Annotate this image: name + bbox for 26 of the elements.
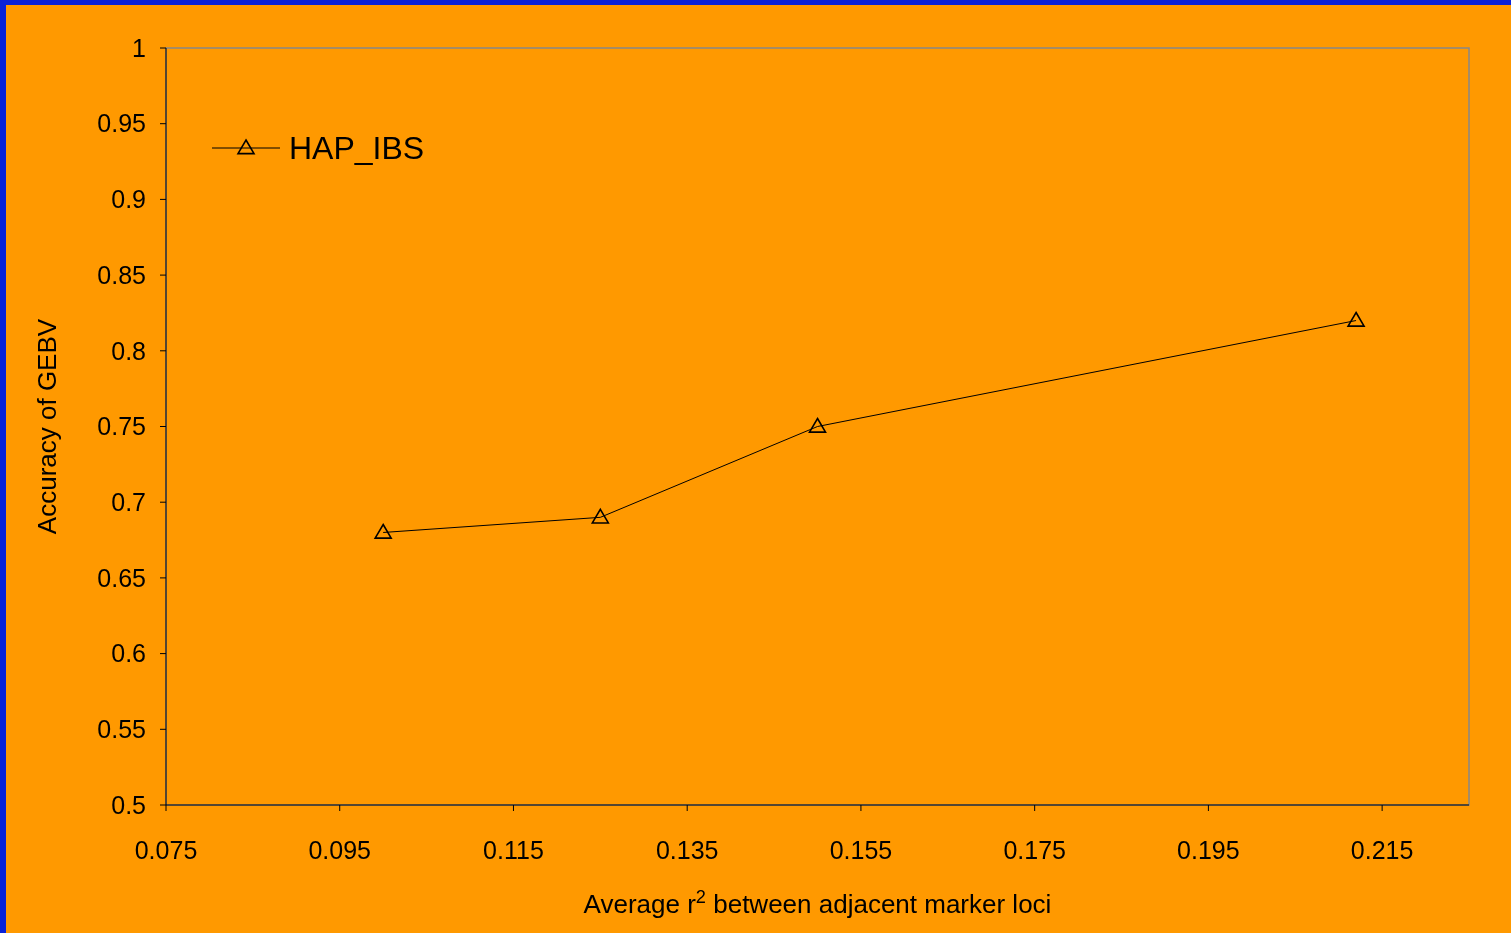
x-axis-title: Average r$^{2}$ between adjacent marker loci [583, 887, 1052, 919]
y-tick-label: 0.8 [111, 336, 146, 365]
x-tick-label: 0.135 [655, 836, 719, 864]
point [591, 508, 610, 524]
point [1347, 311, 1365, 327]
x-tick-label: 0.075 [134, 836, 198, 864]
y-tick-label: 1 [132, 33, 146, 62]
point [374, 523, 392, 539]
y-tick-label: 0.9 [111, 185, 146, 214]
x-tick-label: 0.215 [1350, 836, 1414, 864]
y-axis-title: Accuracy of GEBV [32, 318, 62, 535]
y-tick-label: 0.75 [97, 412, 146, 441]
x-tick-label: 0.155 [829, 836, 893, 864]
x-tick-label: 0.175 [1003, 836, 1066, 864]
y-tick-label: 0.7 [111, 487, 146, 516]
y-tick-label: 0.65 [97, 563, 146, 592]
x-tick-label: 0.095 [308, 836, 372, 864]
y-tick-label: 0.95 [97, 109, 146, 138]
y-tick-label: 0.55 [97, 715, 146, 744]
y-tick-label: 0.5 [111, 790, 146, 819]
point [808, 417, 827, 433]
y-tick-label: 0.85 [97, 260, 146, 289]
x-tick-label: 0.115 [483, 836, 544, 864]
legend-label: HAP_IBS [289, 130, 425, 167]
x-tick-label: 0.195 [1177, 836, 1240, 864]
y-tick-label: 0.6 [111, 639, 146, 668]
